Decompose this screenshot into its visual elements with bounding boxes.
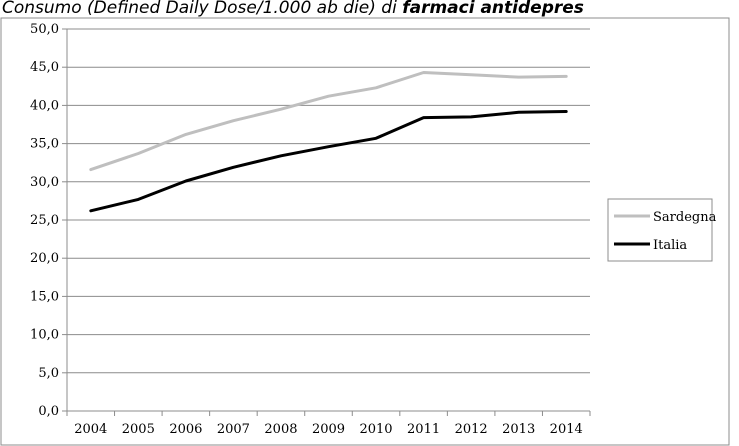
chart-title-bold: farmaci antidepres [402, 0, 584, 18]
x-tick-label: 2006 [169, 422, 202, 437]
y-tick-label: 45,0 [30, 60, 59, 75]
x-tick-label: 2014 [550, 422, 583, 437]
y-tick-label: 0,0 [38, 404, 59, 419]
x-tick-labels: 2004 2005 2006 2007 2008 2009 2010 2011 2012 2013… [74, 422, 583, 437]
x-tick-label: 2009 [312, 422, 345, 437]
y-tick-label: 15,0 [30, 289, 59, 304]
axes [62, 28, 591, 416]
y-tick-labels: 0,0 5,0 10,0 15,0 20,0 25,0 30,0 35,0 40,0 45,0 50… [30, 22, 59, 419]
y-tick-label: 20,0 [30, 251, 59, 266]
legend-label-italia: Italia [653, 238, 687, 253]
chart-title: Consumo (Defined Daily Dose/1.000 ab die… [2, 0, 584, 18]
series-line-italia [89, 110, 568, 213]
x-tick-label: 2010 [359, 422, 392, 437]
x-tick-label: 2008 [264, 422, 297, 437]
y-tick-label: 5,0 [38, 366, 59, 381]
y-tick-label: 25,0 [30, 213, 59, 228]
chart-frame [0, 17, 730, 446]
y-tick-label: 40,0 [30, 98, 59, 113]
x-tick-label: 2011 [407, 422, 440, 437]
legend: Sardegna Italia [607, 198, 717, 262]
gridlines [67, 28, 590, 374]
y-tick-label: 30,0 [30, 175, 59, 190]
series-line-sardegna [89, 71, 568, 172]
y-tick-label: 35,0 [30, 137, 59, 152]
series-lines [89, 71, 568, 213]
x-tick-label: 2007 [217, 422, 250, 437]
x-tick-label: 2012 [455, 422, 488, 437]
y-tick-label: 10,0 [30, 328, 59, 343]
legend-box [607, 198, 713, 262]
x-tick-label: 2004 [74, 422, 107, 437]
x-tick-label: 2013 [502, 422, 535, 437]
x-tick-label: 2005 [122, 422, 155, 437]
chart-title-prefix: Consumo (Defined Daily Dose/1.000 ab die… [2, 0, 402, 18]
legend-label-sardegna: Sardegna [653, 210, 717, 225]
y-tick-label: 50,0 [30, 22, 59, 37]
